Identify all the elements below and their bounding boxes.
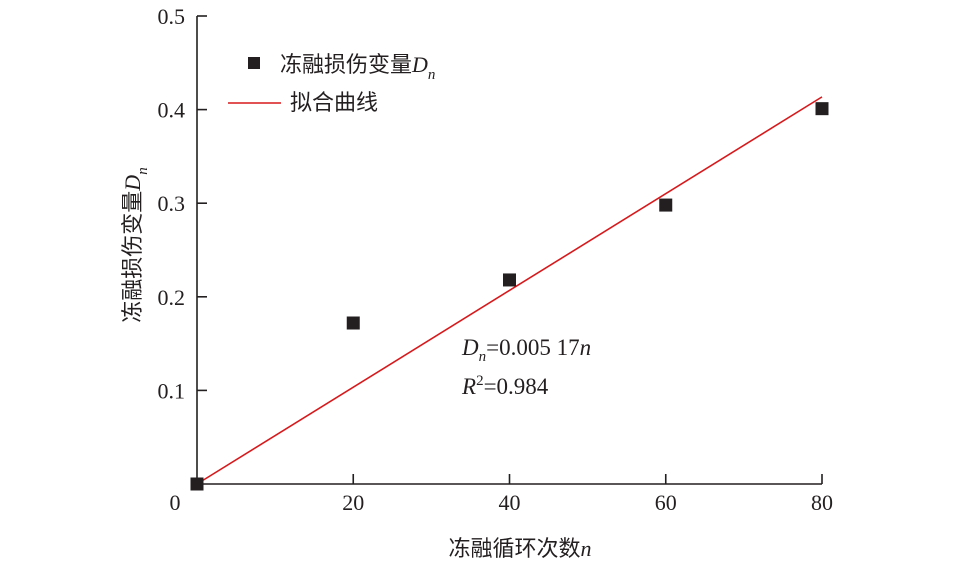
y-tick-label: 0.1	[158, 378, 186, 403]
x-tick-label: 80	[811, 490, 833, 515]
legend-label-fit: 拟合曲线	[290, 91, 378, 116]
data-point	[346, 316, 360, 330]
fit-equation: Dn=0.005 17n	[461, 335, 591, 365]
y-tick-label: 0.4	[158, 98, 186, 123]
data-point	[503, 273, 516, 287]
y-tick-label: 0.5	[158, 4, 186, 29]
x-tick-label: 60	[655, 490, 677, 515]
fit-line	[196, 96, 823, 485]
legend-label-damage: 冻融损伤变量Dn	[280, 52, 435, 83]
x-ticks: 20 40 60 80	[342, 474, 833, 515]
data-points	[190, 102, 829, 491]
data-point	[659, 198, 673, 212]
x-tick-label: 20	[342, 490, 364, 515]
y-ticks: 0.1 0.2 0.3 0.4 0.5	[158, 4, 207, 403]
y-axis-title: 冻融损伤变量Dn	[120, 167, 151, 322]
legend-marker-square	[248, 57, 260, 69]
x-axis-title: 冻融循环次数n	[448, 536, 591, 562]
y-tick-label: 0.3	[158, 191, 186, 216]
origin-label: 0	[170, 490, 181, 515]
x-tick-label: 40	[499, 490, 521, 515]
y-tick-label: 0.2	[158, 285, 186, 310]
legend: 冻融损伤变量Dn 拟合曲线	[228, 52, 435, 116]
fit-r-squared: R2=0.984	[461, 373, 549, 399]
data-point	[815, 102, 829, 116]
data-point	[190, 477, 204, 491]
